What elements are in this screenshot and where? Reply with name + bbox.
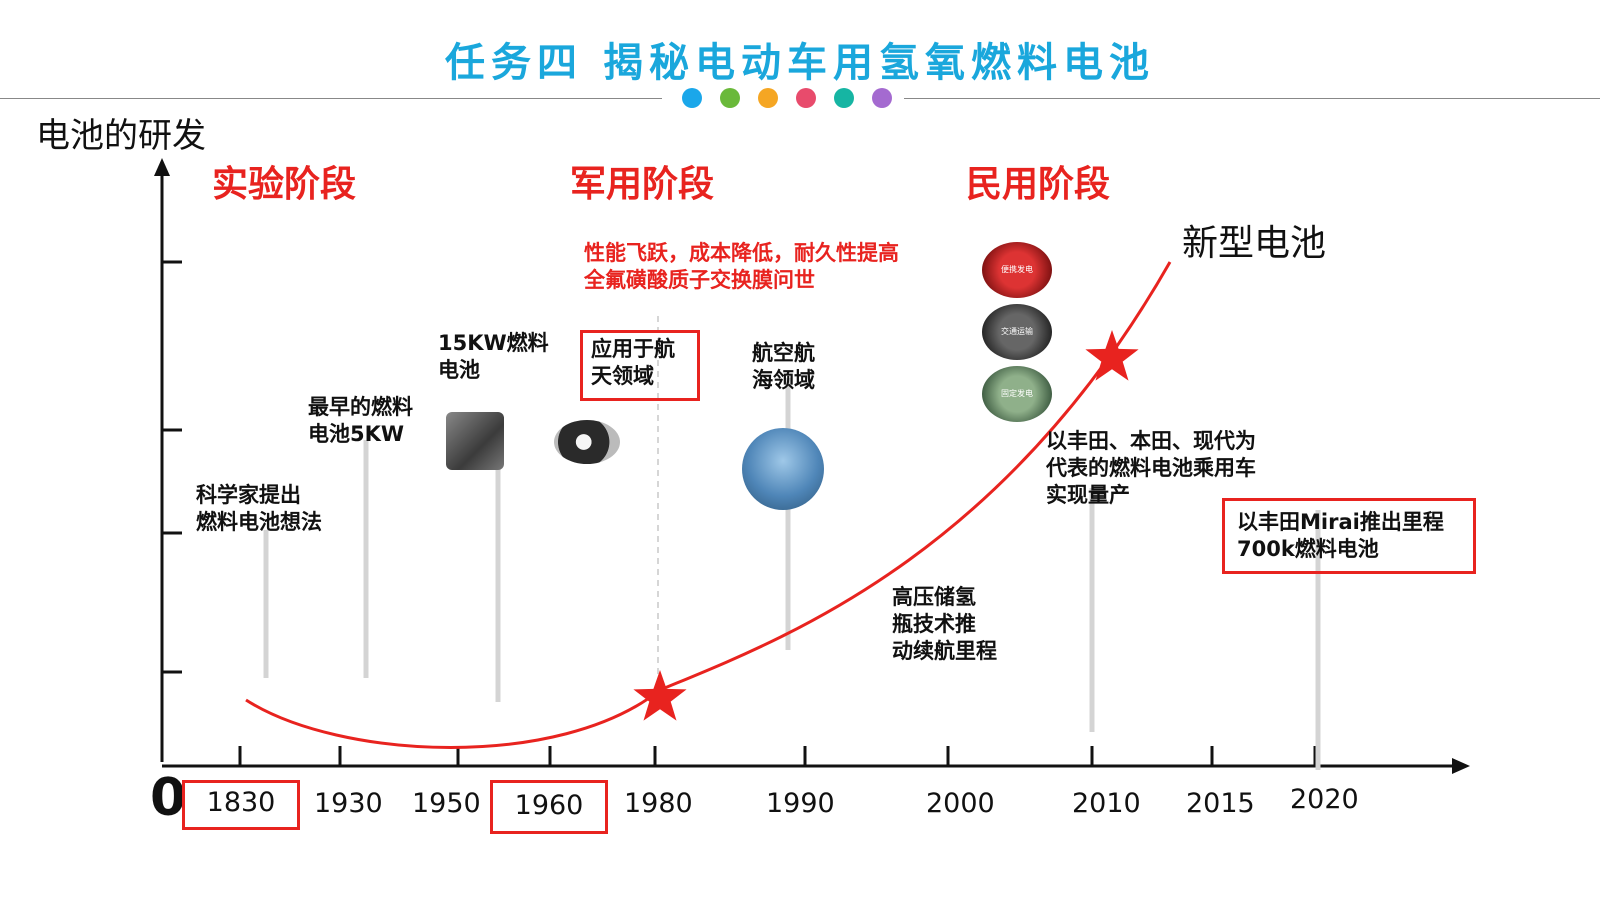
photo-caption: 交通运输	[1001, 327, 1033, 336]
photo-caption: 固定发电	[1001, 389, 1033, 398]
tick-label-2015: 2015	[1186, 788, 1255, 819]
origin-label: 0	[150, 768, 187, 828]
page-title: 任务四 揭秘电动车用氢氧燃料电池	[445, 40, 1155, 86]
note-earliest: 最早的燃料 电池5KW	[308, 395, 413, 446]
header-rule-right	[904, 98, 1600, 99]
photo-caption: 便携发电	[1001, 265, 1033, 274]
submarine-image	[742, 428, 824, 510]
note-mirai-box: 以丰田Mirai推出里程 700k燃料电池	[1222, 498, 1476, 574]
header-dot	[834, 88, 854, 108]
note-aviation: 航空航 海领域	[752, 341, 815, 392]
new-battery-label: 新型电池	[1182, 223, 1327, 264]
portable-power-image: 便携发电	[982, 242, 1052, 298]
phase-civilian: 民用阶段	[966, 164, 1111, 205]
space-capsule-image	[554, 420, 620, 464]
y-axis-label: 电池的研发	[36, 116, 206, 156]
note-performance: 性能飞跃，成本降低，耐久性提高 全氟磺酸质子交换膜问世	[584, 241, 899, 292]
note-15kw: 15KW燃料 电池	[438, 331, 549, 382]
tick-label-1830: 1830	[182, 780, 300, 830]
tick-label-2010: 2010	[1072, 788, 1141, 819]
stationary-power-image: 固定发电	[982, 366, 1052, 422]
tick-label-2020: 2020	[1290, 784, 1359, 815]
tick-label-1950: 1950	[412, 788, 481, 819]
transport-image: 交通运输	[982, 304, 1052, 360]
phase-military: 军用阶段	[570, 164, 715, 205]
star-marker	[633, 670, 687, 721]
star-marker	[1085, 330, 1139, 381]
note-aerospace-box: 应用于航 天领域	[580, 330, 700, 401]
tick-label-1990: 1990	[766, 788, 835, 819]
note-high-pressure: 高压储氢 瓶技术推 动续航里程	[892, 585, 997, 663]
header-dot	[758, 88, 778, 108]
header-rule-left	[0, 98, 662, 99]
tick-label-1930: 1930	[314, 788, 383, 819]
fuel-cell-stack-image	[446, 412, 504, 470]
header-dot	[872, 88, 892, 108]
header-dot	[720, 88, 740, 108]
tick-label-1980: 1980	[624, 788, 693, 819]
tick-label-2000: 2000	[926, 788, 995, 819]
note-mass-production: 以丰田、本田、现代为 代表的燃料电池乘用车 实现量产	[1046, 429, 1256, 507]
tick-label-1960: 1960	[490, 780, 608, 834]
phase-experimental: 实验阶段	[212, 164, 357, 205]
note-scientist: 科学家提出 燃料电池想法	[196, 483, 322, 534]
header-dot	[796, 88, 816, 108]
header-dot	[682, 88, 702, 108]
